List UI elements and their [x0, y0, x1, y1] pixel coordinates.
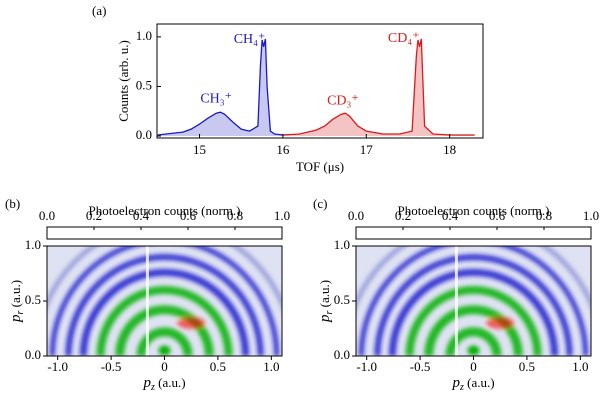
axis-unit-text: (a.u.): [158, 375, 185, 390]
x-axis-title: pz (a.u.): [451, 375, 494, 393]
ring: [358, 246, 589, 356]
axis-subscript: z: [459, 382, 464, 393]
x-axis-title: pz (a.u.): [142, 375, 185, 393]
axis-subscript: z: [150, 382, 155, 393]
ring: [374, 254, 573, 356]
y-tick-label: 0.5: [334, 292, 350, 307]
colorbar-tick-label: 1.0: [583, 208, 599, 223]
colorbar-tick-label: 0.4: [442, 208, 459, 223]
ring: [356, 246, 591, 311]
x-tick-label: 1.0: [263, 359, 279, 374]
annotation: CD₄⁺: [388, 31, 420, 46]
stripe: [145, 246, 149, 356]
colorbar: [355, 226, 592, 240]
plot-frame: [156, 23, 484, 139]
x-axis-title: TOF (μs): [296, 159, 344, 174]
axis-symbol: p: [451, 375, 460, 391]
ring: [79, 268, 250, 356]
colorbar-tick-label: 0.8: [227, 208, 243, 223]
panel-label: (b): [5, 196, 20, 211]
ring: [49, 246, 280, 356]
x-tick-label: -1.0: [356, 359, 377, 374]
axis-symbol: p: [8, 314, 24, 323]
x-tick-label: -0.5: [101, 359, 122, 374]
ring: [65, 254, 264, 356]
axis-unit-text: (a.u.): [8, 280, 23, 307]
rings: [356, 246, 591, 356]
axis-symbol: p: [317, 314, 333, 323]
y-axis-title: pr (a.u.): [8, 280, 26, 323]
panel-label: (c): [313, 196, 327, 211]
center-blob: [158, 345, 171, 356]
x-tick-label: 17: [360, 142, 374, 157]
x-tick-label: 16: [276, 142, 290, 157]
y-tick-label: 0.0: [334, 347, 350, 362]
colorbar-tick-label: 0.4: [133, 208, 150, 223]
colorbar: [46, 226, 283, 240]
y-tick-label: 1.0: [334, 237, 350, 252]
axis-symbol: p: [142, 375, 151, 391]
y-axis-title: Counts (arb. u.): [116, 40, 131, 122]
rings: [47, 246, 282, 356]
y-tick-label: 0.0: [136, 127, 152, 142]
annotation: CH₃⁺: [200, 92, 232, 107]
y-tick-label: 0.0: [25, 347, 41, 362]
colorbar-tick-label: 0.8: [536, 208, 552, 223]
colorbar-tick-label: 0.2: [86, 208, 102, 223]
colorbar-tick-label: 0.0: [348, 208, 364, 223]
ring: [96, 286, 233, 356]
annotation: CH₄⁺: [234, 32, 266, 47]
axis-subscript: r: [15, 311, 26, 315]
axis-subscript: r: [324, 311, 335, 315]
x-tick-label: 0: [161, 359, 168, 374]
x-tick-label: 18: [443, 142, 456, 157]
colorbar-title: Photoelectron counts (norm.): [89, 203, 241, 218]
y-tick-label: 0.5: [136, 77, 152, 92]
panel-label: (a): [92, 3, 106, 18]
x-tick-label: -0.5: [410, 359, 431, 374]
colorbar-title: Photoelectron counts (norm.): [398, 203, 550, 218]
y-tick-label: 0.5: [25, 292, 41, 307]
image: [47, 246, 282, 356]
colorbar-tick-label: 0.6: [489, 208, 506, 223]
ring: [445, 327, 502, 356]
colorbar-tick-label: 0.6: [180, 208, 197, 223]
annotation: CD₃⁺: [327, 94, 359, 109]
stripe: [454, 246, 458, 356]
x-tick-label: 0: [470, 359, 477, 374]
image: [356, 246, 591, 356]
colorbar-tick-label: 1.0: [274, 208, 290, 223]
ring: [115, 305, 214, 356]
y-axis-title: pr (a.u.): [317, 280, 335, 323]
x-tick-label: -1.0: [47, 359, 68, 374]
x-tick-label: 0.5: [519, 359, 535, 374]
ring: [405, 286, 542, 356]
x-tick-label: 15: [193, 142, 206, 157]
x-tick-label: 1.0: [572, 359, 588, 374]
y-tick-label: 1.0: [136, 28, 152, 43]
colorbar-tick-label: 0.0: [39, 208, 55, 223]
axis-unit-text: (a.u.): [317, 280, 332, 307]
ring: [136, 327, 193, 356]
area-fill: [157, 38, 325, 137]
y-tick-label: 1.0: [25, 237, 41, 252]
colorbar-tick-label: 0.2: [395, 208, 411, 223]
ring: [47, 246, 282, 311]
area-fill: [282, 38, 475, 137]
hot-spot: [177, 317, 206, 329]
axis-unit-text: (a.u.): [467, 375, 494, 390]
x-tick-label: 0.5: [210, 359, 226, 374]
line: [282, 38, 475, 136]
ring: [424, 305, 523, 356]
hot-spot: [486, 317, 515, 329]
ring: [388, 268, 559, 356]
center-blob: [467, 345, 480, 356]
line: [157, 38, 325, 136]
